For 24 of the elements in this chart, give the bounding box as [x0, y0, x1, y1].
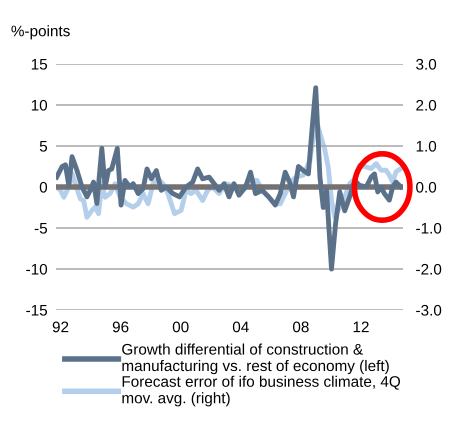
x-tick-label: 00 [172, 322, 189, 332]
x-tick-label: 92 [52, 322, 68, 332]
x-tick-label: 08 [292, 322, 309, 332]
y2-tick-label: 2.0 [416, 100, 436, 111]
y-tick-label: 0 [40, 182, 48, 193]
legend-label: Forecast error of ifo business climate, 4Q mov. avg. (right) [122, 376, 400, 406]
y2-tick-label: 3.0 [416, 58, 436, 70]
y-axis-title: %-points [11, 25, 70, 40]
y2-tick-label: -3.0 [416, 304, 442, 316]
x-tick-label: 96 [112, 322, 128, 332]
y-tick-label: 10 [32, 100, 48, 111]
y2-tick-label: -2.0 [416, 264, 442, 275]
y2-tick-label: 1.0 [416, 140, 436, 152]
y-tick-label: -10 [26, 264, 48, 275]
y2-tick-label: -1.0 [416, 222, 442, 234]
line-series [56, 85, 403, 272]
y-tick-label: 15 [32, 59, 48, 70]
y-tick-label: -5 [34, 223, 48, 234]
x-tick-label: 12 [354, 322, 369, 332]
legend-label: Growth differential of construction & manufacturing vs. rest of economy (left) [122, 343, 389, 374]
y-tick-label: 5 [40, 141, 48, 152]
y2-tick-label: 0.0 [416, 182, 436, 193]
y-tick-label: -15 [26, 305, 48, 316]
x-tick-label: 04 [232, 322, 249, 332]
